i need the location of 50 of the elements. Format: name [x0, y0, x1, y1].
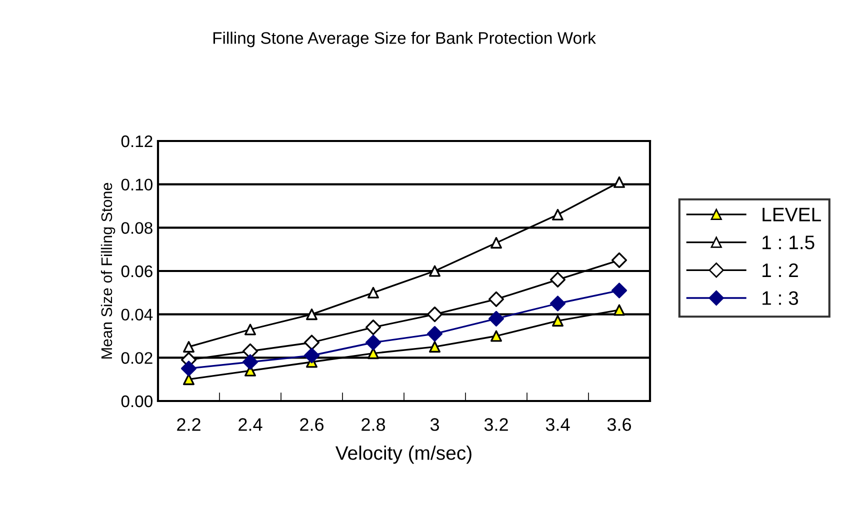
point: [550, 272, 566, 288]
point: [304, 334, 320, 350]
point: [244, 324, 256, 336]
point: [306, 308, 318, 320]
chart-title: Filling Stone Average Size for Bank Protection Work: [213, 32, 596, 48]
x-tick-label: 3.2: [484, 418, 508, 431]
y-tick-label: 0.06: [121, 265, 152, 278]
y-tick-label: 0.08: [121, 222, 152, 234]
point: [365, 334, 382, 350]
point: [368, 286, 379, 298]
y-tick-label: 0.12: [121, 135, 152, 148]
x-tick-label: 3.6: [607, 418, 632, 431]
x-tick-label: 3.4: [546, 418, 570, 431]
x-tick-label: 2.2: [177, 418, 200, 431]
legend-label: 1 : 3: [762, 291, 798, 305]
y-tick-label: 0.04: [121, 308, 153, 321]
point: [429, 341, 440, 353]
point: [490, 237, 502, 249]
x-axis-title: Velocity (m/sec): [335, 446, 472, 464]
point: [180, 360, 197, 376]
legend-label: LEVEL: [762, 208, 821, 222]
point: [426, 326, 443, 342]
x-tick-label: 3: [430, 418, 439, 431]
y-tick-label: 0.02: [121, 352, 152, 364]
point: [488, 291, 504, 307]
y-axis-title: Mean Size of Filling Stone: [100, 182, 116, 358]
point: [242, 354, 258, 370]
point: [488, 310, 504, 326]
point: [611, 282, 628, 298]
point: [614, 304, 625, 316]
point: [183, 341, 194, 353]
point: [429, 265, 440, 277]
legend-label: 1 : 1.5: [762, 236, 814, 250]
y-tick-label: 0.00: [121, 395, 152, 408]
point: [426, 306, 443, 322]
x-tick-label: 2.6: [300, 418, 324, 431]
legend-label: 1 : 2: [762, 263, 798, 277]
point: [368, 348, 379, 360]
point: [552, 315, 564, 327]
x-tick-label: 2.4: [238, 418, 262, 431]
point: [183, 374, 194, 386]
point: [552, 208, 564, 220]
y-tick-label: 0.10: [121, 178, 152, 191]
point: [550, 296, 566, 312]
point: [614, 176, 625, 188]
point: [365, 320, 382, 336]
point: [490, 330, 502, 342]
x-tick-label: 2.8: [362, 418, 386, 431]
point: [304, 348, 320, 364]
point: [611, 252, 628, 268]
